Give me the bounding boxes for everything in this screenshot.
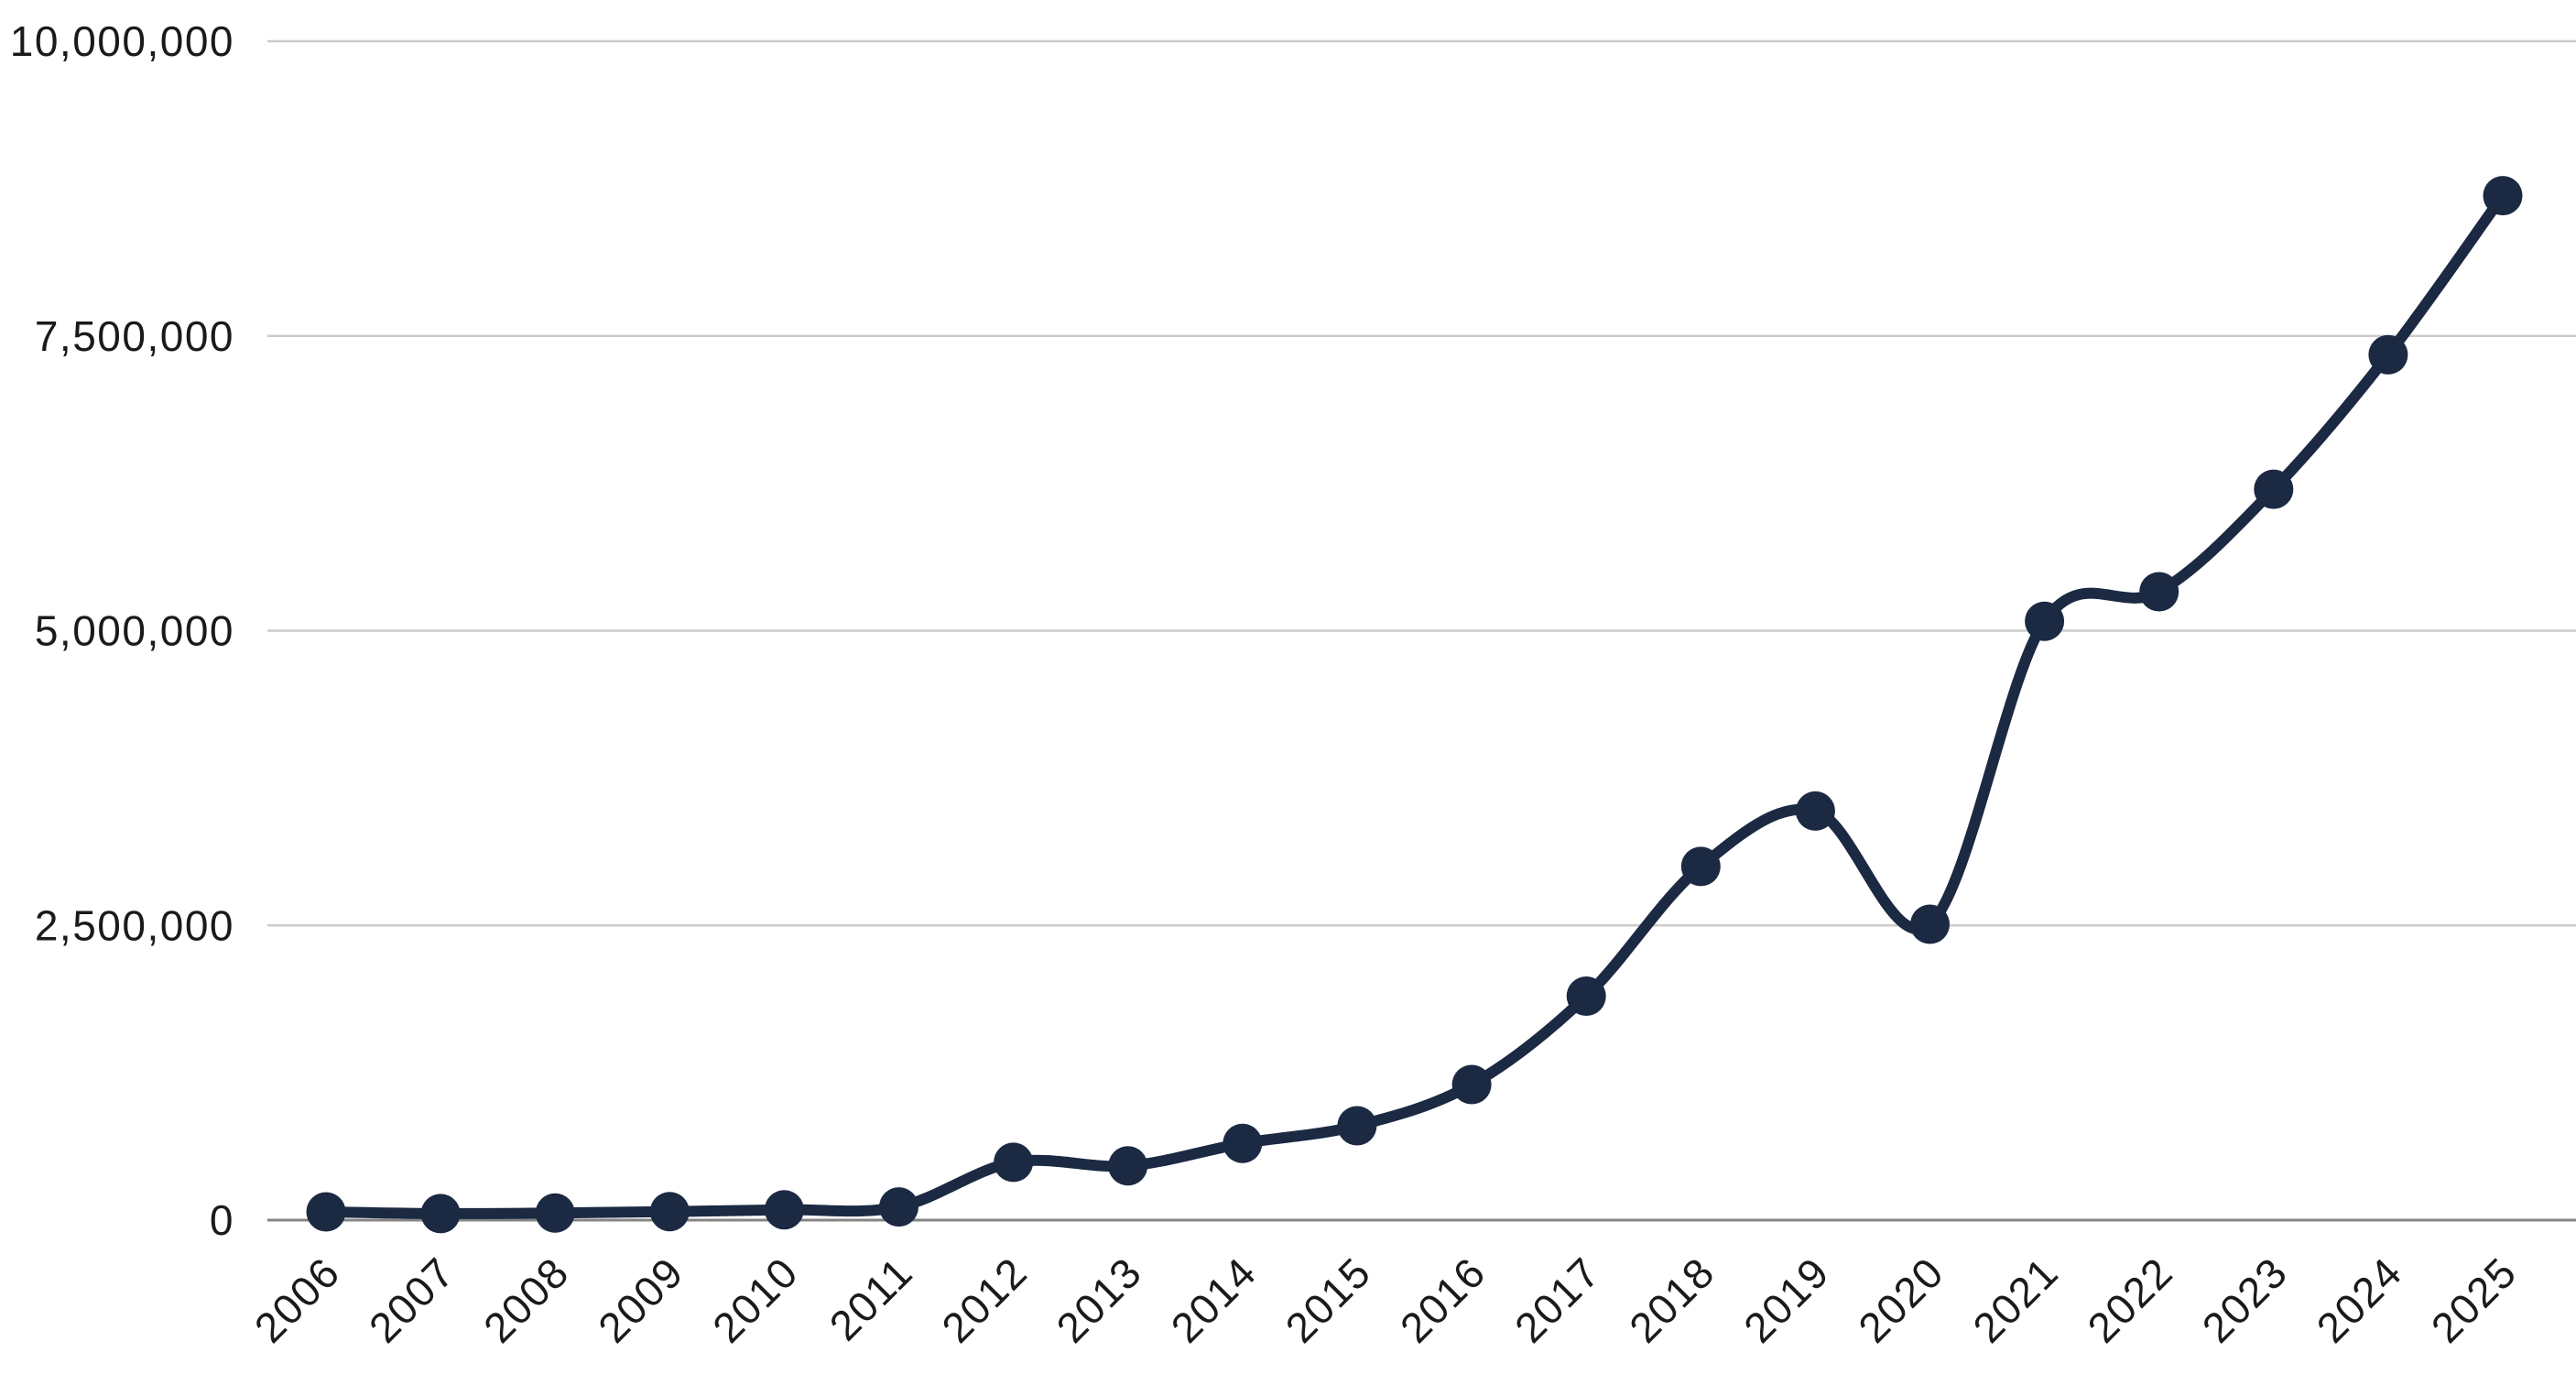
data-point-2020	[1910, 904, 1950, 944]
y-tick-label: 5,000,000	[35, 607, 234, 655]
data-point-2008	[535, 1193, 575, 1233]
data-point-2007	[420, 1194, 461, 1234]
data-series-points	[306, 176, 2523, 1234]
y-tick-label: 2,500,000	[35, 901, 234, 949]
x-tick-label: 2008	[474, 1248, 578, 1351]
x-tick-label: 2015	[1277, 1248, 1380, 1351]
data-point-2014	[1223, 1123, 1263, 1163]
data-point-2011	[879, 1187, 918, 1227]
x-tick-label: 2011	[821, 1248, 922, 1349]
data-point-2022	[2139, 572, 2179, 612]
data-point-2006	[306, 1192, 346, 1232]
data-point-2024	[2368, 334, 2408, 375]
y-tick-label: 10,000,000	[10, 17, 234, 65]
x-tick-label: 2009	[589, 1248, 692, 1351]
data-point-2019	[1795, 791, 1835, 831]
x-tick-label: 2018	[1620, 1248, 1723, 1351]
x-tick-label: 2025	[2422, 1248, 2526, 1351]
x-tick-label: 2006	[245, 1248, 349, 1351]
data-point-2013	[1108, 1146, 1148, 1186]
x-tick-label: 2020	[1849, 1248, 1952, 1351]
data-series-line	[321, 190, 2508, 1219]
y-tick-label: 7,500,000	[35, 312, 234, 360]
y-tick-label: 0	[210, 1196, 234, 1244]
x-tick-label: 2017	[1505, 1248, 1609, 1351]
x-tick-label: 2023	[2192, 1248, 2296, 1351]
x-tick-label: 2014	[1161, 1248, 1265, 1351]
x-tick-label: 2019	[1734, 1248, 1838, 1351]
y-axis-labels: 0 2,500,000 5,000,000 7,500,000 10,000,000	[10, 17, 234, 1244]
x-tick-label: 2007	[360, 1248, 463, 1351]
x-tick-label: 2021	[1963, 1248, 2067, 1351]
data-point-2012	[994, 1142, 1034, 1183]
x-tick-label: 2010	[703, 1248, 807, 1351]
x-tick-label: 2013	[1047, 1248, 1150, 1351]
trend-line	[321, 190, 2508, 1219]
data-point-2009	[649, 1192, 690, 1232]
x-tick-label: 2016	[1391, 1248, 1495, 1351]
data-point-2023	[2254, 469, 2294, 509]
x-tick-label: 2024	[2308, 1248, 2411, 1351]
data-point-2025	[2483, 176, 2523, 216]
data-point-2017	[1566, 976, 1606, 1016]
x-axis-labels: 2006 2007 2008 2009 2010 2011 2012 2013 2014 2015…	[245, 1248, 2526, 1351]
x-tick-label: 2022	[2078, 1248, 2181, 1351]
data-point-2010	[764, 1190, 804, 1230]
gridlines	[267, 39, 2576, 1222]
data-point-2016	[1451, 1064, 1492, 1105]
data-point-2015	[1337, 1106, 1377, 1146]
x-tick-label: 2012	[932, 1248, 1036, 1351]
data-point-2018	[1680, 846, 1721, 887]
data-point-2021	[2025, 601, 2065, 641]
